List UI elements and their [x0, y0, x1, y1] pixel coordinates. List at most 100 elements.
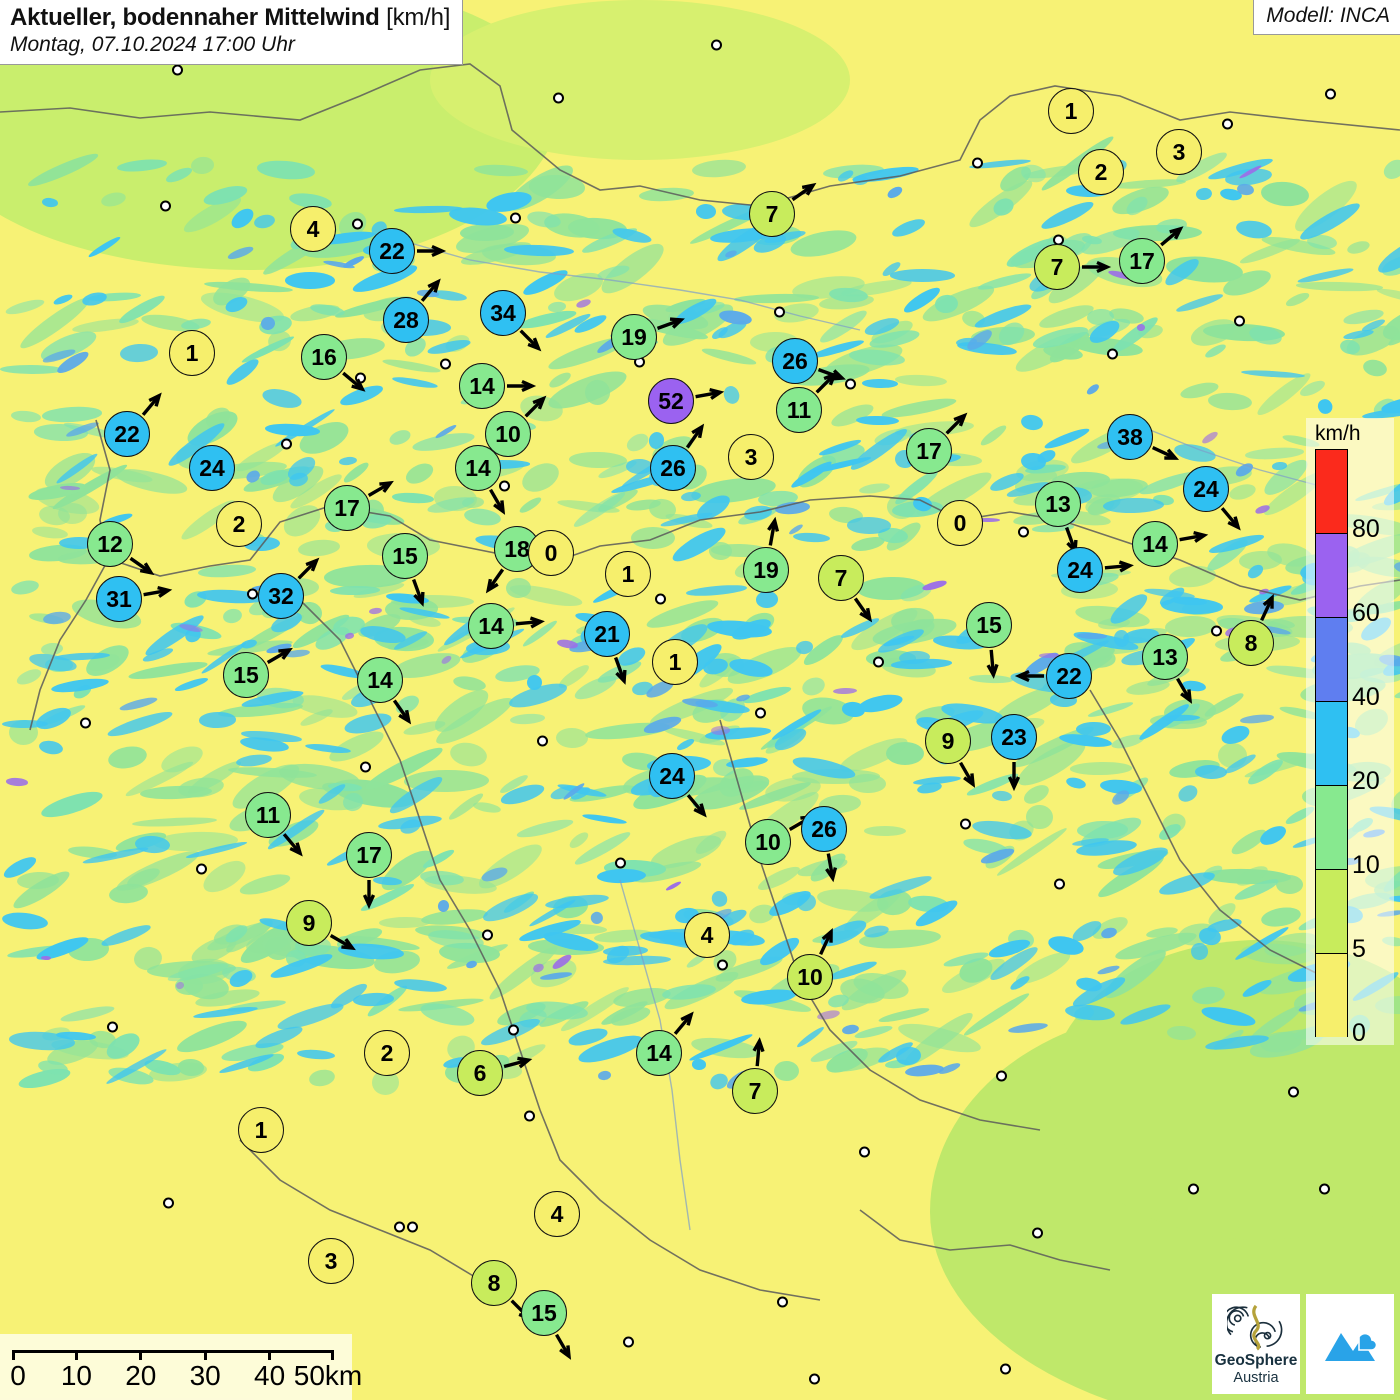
- wind-station-marker[interactable]: 31: [96, 576, 173, 622]
- wind-station-marker[interactable]: 24: [649, 753, 707, 818]
- wind-station-marker[interactable]: 11: [776, 371, 838, 433]
- city-dot-icon: [247, 588, 258, 600]
- city-dot-icon: [172, 64, 183, 76]
- wind-station-marker[interactable]: 10: [787, 927, 833, 1000]
- wind-station-marker[interactable]: 2: [1078, 149, 1124, 195]
- wind-station-marker[interactable]: 14: [459, 363, 537, 409]
- city-dot-icon: [163, 1197, 174, 1209]
- wind-station-marker[interactable]: 19: [611, 314, 685, 360]
- wind-station-marker[interactable]: 10: [745, 814, 815, 865]
- wind-station-marker[interactable]: 1: [652, 639, 698, 685]
- wind-station-marker[interactable]: 15: [521, 1290, 572, 1360]
- wind-station-marker[interactable]: 26: [650, 423, 705, 491]
- wind-station-marker[interactable]: 6: [457, 1050, 533, 1096]
- wind-speed-value: 26: [801, 806, 847, 852]
- wind-station-marker[interactable]: 8: [471, 1260, 533, 1322]
- wind-station-marker[interactable]: 0: [937, 500, 983, 546]
- wind-station-marker[interactable]: 1: [605, 551, 651, 597]
- wind-station-marker[interactable]: 3: [1156, 129, 1202, 175]
- wind-speed-value: 17: [324, 485, 370, 531]
- wind-station-marker[interactable]: 2: [216, 501, 262, 547]
- wind-station-marker[interactable]: 22: [369, 228, 447, 274]
- city-dot-icon: [508, 1024, 519, 1036]
- wind-station-marker[interactable]: 22: [104, 392, 162, 457]
- wind-station-marker[interactable]: 9: [925, 718, 976, 788]
- wind-station-marker[interactable]: 8: [1228, 593, 1274, 666]
- wind-station-marker[interactable]: 1: [1048, 88, 1094, 134]
- wind-station-marker[interactable]: 12: [87, 521, 155, 576]
- wind-station-marker[interactable]: 23: [991, 714, 1037, 792]
- wind-station-marker[interactable]: 15: [382, 533, 428, 607]
- wind-station-marker[interactable]: 52: [648, 378, 725, 424]
- wind-station-marker[interactable]: 4: [684, 912, 730, 958]
- wind-station-marker[interactable]: 13: [1035, 481, 1081, 555]
- city-dot-icon: [623, 1336, 634, 1348]
- wind-station-marker[interactable]: 11: [245, 792, 303, 857]
- wind-station-marker[interactable]: 17: [324, 480, 394, 531]
- wind-station-marker[interactable]: 3: [308, 1238, 354, 1284]
- wind-station-marker[interactable]: 19: [743, 516, 789, 593]
- city-dot-icon: [482, 929, 493, 941]
- city-label: [845, 378, 861, 390]
- geosphere-name: GeoSphere: [1214, 1352, 1298, 1370]
- wind-station-marker[interactable]: 0: [528, 530, 574, 576]
- city-dot-icon: [1188, 1183, 1199, 1195]
- wind-station-marker[interactable]: 3: [728, 434, 774, 480]
- wind-station-marker[interactable]: 26: [772, 338, 846, 384]
- city-label: [482, 929, 498, 941]
- wind-station-marker[interactable]: 21: [584, 611, 630, 685]
- title-unit: [km/h]: [386, 4, 451, 31]
- wind-station-marker[interactable]: 1: [238, 1107, 284, 1153]
- city-dot-icon: [407, 1221, 418, 1233]
- city-dot-icon: [1222, 118, 1233, 130]
- wind-station-marker[interactable]: 14: [357, 657, 412, 725]
- wind-station-marker[interactable]: 17: [906, 412, 968, 474]
- wind-station-marker[interactable]: 4: [290, 206, 336, 252]
- wind-station-marker[interactable]: 14: [636, 1011, 694, 1076]
- wind-station-marker[interactable]: 26: [801, 806, 847, 883]
- wind-station-marker[interactable]: 9: [286, 900, 356, 951]
- scale-tick: [139, 1350, 143, 1360]
- legend-band: [1315, 785, 1348, 869]
- wind-station-marker[interactable]: 24: [1057, 547, 1134, 593]
- city-dot-icon: [440, 358, 451, 370]
- wind-speed-value: 17: [1119, 238, 1165, 284]
- wind-station-marker[interactable]: 1: [169, 330, 215, 376]
- city-dot-icon: [615, 857, 626, 869]
- city-dot-icon: [1211, 625, 1222, 637]
- wind-station-marker[interactable]: 15: [223, 647, 293, 698]
- wind-speed-value: 15: [521, 1290, 567, 1336]
- wind-station-marker[interactable]: 38: [1107, 414, 1180, 460]
- wind-station-marker[interactable]: 32: [258, 557, 320, 619]
- wind-speed-value: 2: [1078, 149, 1124, 195]
- wind-station-marker[interactable]: 13: [1142, 634, 1193, 704]
- wind-station-marker[interactable]: 34: [480, 290, 542, 352]
- wind-station-marker[interactable]: 17: [1119, 226, 1184, 284]
- wind-station-marker[interactable]: 24: [189, 445, 235, 491]
- wind-station-marker[interactable]: 28: [383, 278, 441, 343]
- city-dot-icon: [960, 818, 971, 830]
- wind-station-marker[interactable]: 14: [455, 445, 506, 515]
- wind-station-marker[interactable]: 14: [1132, 521, 1209, 567]
- wind-station-marker[interactable]: 7: [818, 555, 873, 623]
- city-label: [242, 588, 258, 600]
- wind-speed-value: 22: [104, 411, 150, 457]
- wind-station-marker[interactable]: 14: [468, 603, 545, 649]
- wind-station-marker[interactable]: 16: [301, 334, 366, 392]
- wind-station-marker[interactable]: 24: [1183, 466, 1241, 531]
- weather-app-logo: [1306, 1294, 1394, 1394]
- wind-station-marker[interactable]: 7: [732, 1037, 778, 1114]
- city-dot-icon: [1000, 1363, 1011, 1375]
- wind-speed-value: 1: [169, 330, 215, 376]
- wind-station-marker[interactable]: 17: [346, 832, 392, 910]
- city-label: [1229, 315, 1245, 327]
- wind-station-marker[interactable]: 2: [364, 1030, 410, 1076]
- wind-station-marker[interactable]: 22: [1014, 653, 1092, 699]
- city-label: [972, 157, 988, 169]
- wind-station-marker[interactable]: 15: [966, 602, 1012, 679]
- wind-station-marker[interactable]: 7: [749, 182, 817, 237]
- wind-station-marker[interactable]: 4: [534, 1191, 580, 1237]
- wind-station-marker[interactable]: 7: [1034, 244, 1112, 290]
- wind-speed-value: 17: [346, 832, 392, 878]
